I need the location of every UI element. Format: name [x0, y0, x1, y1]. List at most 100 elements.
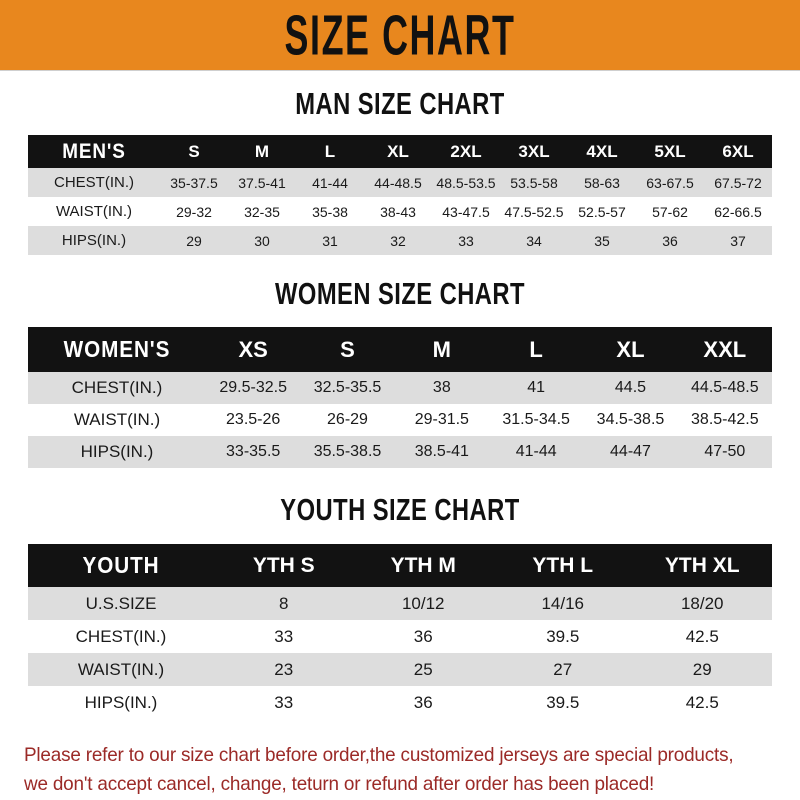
youth-measurement-cell: 36: [413, 626, 433, 646]
youth-measurement-cell: 27: [553, 659, 573, 679]
men-row-label: WAIST(IN.): [55, 203, 133, 220]
men-measurement-cell: 29-32: [176, 203, 212, 220]
men-column-header: 2XL: [450, 141, 482, 161]
youth-measurement-cell: 29: [692, 659, 712, 679]
order-policy-line-1: Please refer to our size chart before or…: [24, 744, 734, 766]
youth-measurement-cell: 33: [274, 626, 294, 646]
men-corner-label: MEN'S: [62, 139, 126, 163]
women-measurement-cell: 38.5-42.5: [691, 411, 759, 428]
youth-measurement-cell: 42.5: [685, 626, 719, 646]
men-table-body: CHEST(IN.) 35-37.5 37.5-41 41-44 44-48.5 48.5…: [28, 168, 772, 255]
men-column-header: 3XL: [518, 141, 550, 161]
youth-measurement-cell: 23: [274, 659, 294, 679]
men-measurement-cell: 52.5-57: [578, 203, 626, 220]
women-measurement-cell: 41: [527, 379, 546, 396]
men-measurement-cell: 48.5-53.5: [436, 174, 496, 191]
women-measurement-cell: 44-47: [610, 443, 651, 460]
men-column-header: 5XL: [654, 141, 686, 161]
women-corner-label: WOMEN'S: [63, 336, 171, 362]
youth-row-label: WAIST(IN.): [77, 659, 165, 679]
men-measurement-cell: 57-62: [652, 203, 688, 220]
women-table-row: CHEST(IN.) 29.5-32.5 32.5-35.5 38 41 44.5 44.5…: [28, 372, 772, 404]
women-measurement-cell: 38: [432, 379, 451, 396]
men-measurement-cell: 32: [390, 232, 406, 249]
youth-measurement-cell: 42.5: [685, 692, 719, 712]
section-title-youth: YOUTH SIZE CHART: [280, 493, 520, 527]
women-measurement-cell: 47-50: [704, 443, 746, 460]
women-column-header: XL: [616, 336, 645, 362]
women-measurement-cell: 23.5-26: [226, 411, 281, 428]
youth-measurement-cell: 18/20: [680, 593, 724, 613]
women-measurement-cell: 44.5: [614, 379, 647, 396]
women-measurement-cell: 34.5-38.5: [596, 411, 665, 428]
order-policy-note: Please refer to our size chart before or…: [24, 741, 753, 799]
women-table-body: CHEST(IN.) 29.5-32.5 32.5-35.5 38 41 44.5 44.5…: [28, 372, 772, 468]
women-size-table: WOMEN'S XS S M L XL XXL CHEST(IN.) 29.5-32.5 32…: [28, 327, 772, 468]
men-measurement-cell: 33: [458, 232, 474, 249]
men-measurement-cell: 34: [526, 232, 542, 249]
youth-row-label: CHEST(IN.): [75, 626, 167, 646]
youth-table-body: U.S.SIZE 8 10/12 14/16 18/20 CHEST(IN.) 33 36 39…: [28, 587, 772, 719]
women-measurement-cell: 26-29: [327, 411, 368, 428]
youth-size-table: YOUTH YTH S YTH M YTH L YTH XL U.S.SIZE 8 10/…: [28, 544, 772, 719]
women-column-header: XXL: [703, 336, 747, 362]
youth-column-header: YTH XL: [664, 553, 740, 577]
youth-table-row: CHEST(IN.) 33 36 39.5 42.5: [28, 620, 772, 653]
youth-table-head: YOUTH YTH S YTH M YTH L YTH XL: [28, 544, 772, 587]
women-column-header: S: [340, 336, 355, 362]
women-column-header: M: [432, 336, 451, 362]
men-column-header: XL: [387, 141, 409, 161]
youth-table-row: HIPS(IN.) 33 36 39.5 42.5: [28, 686, 772, 719]
women-measurement-cell: 32.5-35.5: [313, 379, 382, 396]
youth-measurement-cell: 10/12: [401, 593, 445, 613]
section-title-man: MAN SIZE CHART: [295, 87, 505, 121]
women-measurement-cell: 44.5-48.5: [691, 379, 759, 396]
youth-row-label: HIPS(IN.): [84, 692, 158, 712]
youth-corner-label: YOUTH: [82, 552, 160, 578]
men-measurement-cell: 35-38: [312, 203, 348, 220]
women-measurement-cell: 29-31.5: [414, 411, 469, 428]
men-table-row: HIPS(IN.) 29 30 31 32 33 34 35 36 37: [28, 226, 772, 255]
youth-table-row: U.S.SIZE 8 10/12 14/16 18/20: [28, 587, 772, 620]
youth-column-header: YTH L: [532, 553, 594, 577]
youth-column-header: YTH S: [252, 553, 315, 577]
men-table-head: MEN'S S M L XL 2XL 3XL 4XL 5XL 6XL: [28, 135, 772, 168]
women-column-header: XS: [238, 336, 268, 362]
men-measurement-cell: 44-48.5: [374, 174, 422, 191]
women-table-row: WAIST(IN.) 23.5-26 26-29 29-31.5 31.5-34.5 34…: [28, 404, 772, 436]
order-policy-line-2: we don't accept cancel, change, teturn o…: [24, 772, 655, 795]
women-table-row: HIPS(IN.) 33-35.5 35.5-38.5 38.5-41 41-44 44-…: [28, 436, 772, 468]
youth-measurement-cell: 25: [413, 659, 433, 679]
men-table-row: CHEST(IN.) 35-37.5 37.5-41 41-44 44-48.5 48.5…: [28, 168, 772, 197]
youth-row-label: U.S.SIZE: [85, 593, 157, 613]
men-measurement-cell: 63-67.5: [646, 174, 694, 191]
women-measurement-cell: 29.5-32.5: [219, 379, 287, 396]
youth-measurement-cell: 39.5: [546, 692, 580, 712]
men-column-header: S: [188, 141, 200, 161]
youth-measurement-cell: 8: [279, 593, 289, 613]
men-measurement-cell: 37.5-41: [238, 174, 286, 191]
men-measurement-cell: 35-37.5: [170, 174, 218, 191]
men-column-header: L: [324, 141, 336, 161]
youth-measurement-cell: 36: [413, 692, 433, 712]
women-row-label: HIPS(IN.): [80, 442, 154, 461]
men-measurement-cell: 37: [730, 232, 746, 249]
women-row-label: CHEST(IN.): [71, 378, 163, 397]
page-title: SIZE CHART: [284, 3, 516, 67]
men-measurement-cell: 58-63: [584, 174, 620, 191]
youth-measurement-cell: 39.5: [546, 626, 580, 646]
men-measurement-cell: 67.5-72: [714, 174, 762, 191]
men-header-row: MEN'S S M L XL 2XL 3XL 4XL 5XL 6XL: [28, 135, 772, 168]
men-column-header: M: [254, 141, 270, 161]
men-measurement-cell: 36: [662, 232, 678, 249]
men-measurement-cell: 43-47.5: [442, 203, 490, 220]
youth-table-row: WAIST(IN.) 23 25 27 29: [28, 653, 772, 686]
men-measurement-cell: 29: [186, 232, 202, 249]
youth-measurement-cell: 33: [274, 692, 294, 712]
women-measurement-cell: 35.5-38.5: [313, 443, 382, 460]
women-row-label: WAIST(IN.): [73, 410, 161, 429]
men-measurement-cell: 30: [254, 232, 270, 249]
men-measurement-cell: 38-43: [380, 203, 416, 220]
men-row-label: HIPS(IN.): [61, 232, 127, 249]
women-table-head: WOMEN'S XS S M L XL XXL: [28, 327, 772, 372]
